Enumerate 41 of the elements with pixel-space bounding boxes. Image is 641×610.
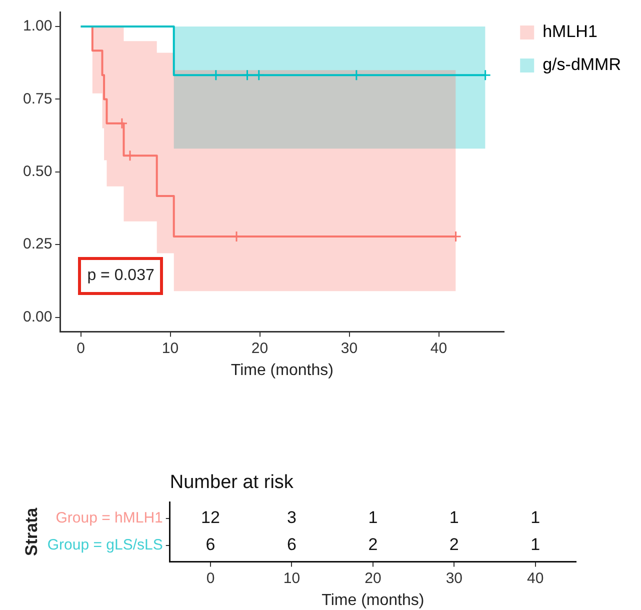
x-tick-label: 30 <box>446 570 463 587</box>
outline-frame: p = 0.037 <box>78 256 164 295</box>
legend-label: hMLH1 <box>542 22 598 42</box>
x-tick-label: 20 <box>251 340 268 357</box>
data-label: 1 <box>530 535 540 554</box>
y-tick-label: 0.50 <box>22 163 52 180</box>
y-tick-label: 0.25 <box>22 236 52 253</box>
x-tick-label: 40 <box>430 340 448 357</box>
data-label: 2 <box>368 535 378 554</box>
data-label: 12 <box>201 508 220 527</box>
x-tick-label: 0 <box>76 340 85 357</box>
x-tick-label: 30 <box>340 340 358 357</box>
data-label: 6 <box>206 535 216 554</box>
y-tick-label: 0.00 <box>22 308 52 326</box>
data-label: 1 <box>368 508 378 527</box>
x-tick-label: 10 <box>283 570 300 587</box>
data-label: 6 <box>286 535 296 554</box>
y-tick-label: 0.75 <box>22 90 52 108</box>
y-tick-label: 1.00 <box>22 18 52 35</box>
y-tick-label: Group = gLS/sLS <box>47 536 163 554</box>
x-tick-label: 20 <box>364 570 382 587</box>
x-axis-title: Time (months) <box>322 592 424 609</box>
data-label: 3 <box>286 508 296 527</box>
point <box>253 69 265 81</box>
x-tick-label: 0 <box>206 570 215 587</box>
point <box>124 150 136 162</box>
x-tick-label: 40 <box>527 570 544 587</box>
point <box>480 69 492 81</box>
point <box>210 69 222 81</box>
point <box>241 69 253 81</box>
y-tick-label: Group = hMLH1 <box>56 509 163 526</box>
data-label: 2 <box>449 535 459 554</box>
point <box>116 118 128 130</box>
x-tick-label: 10 <box>162 340 179 357</box>
data-label: 1 <box>449 508 459 527</box>
point <box>350 69 362 81</box>
x-axis-title: Time (months) <box>230 362 334 379</box>
legend-label: g/s-dMMR <box>542 55 622 74</box>
data-label: 1 <box>530 508 540 527</box>
y-axis-title: Strata <box>22 507 41 556</box>
chart-title: Number at risk <box>170 472 294 493</box>
